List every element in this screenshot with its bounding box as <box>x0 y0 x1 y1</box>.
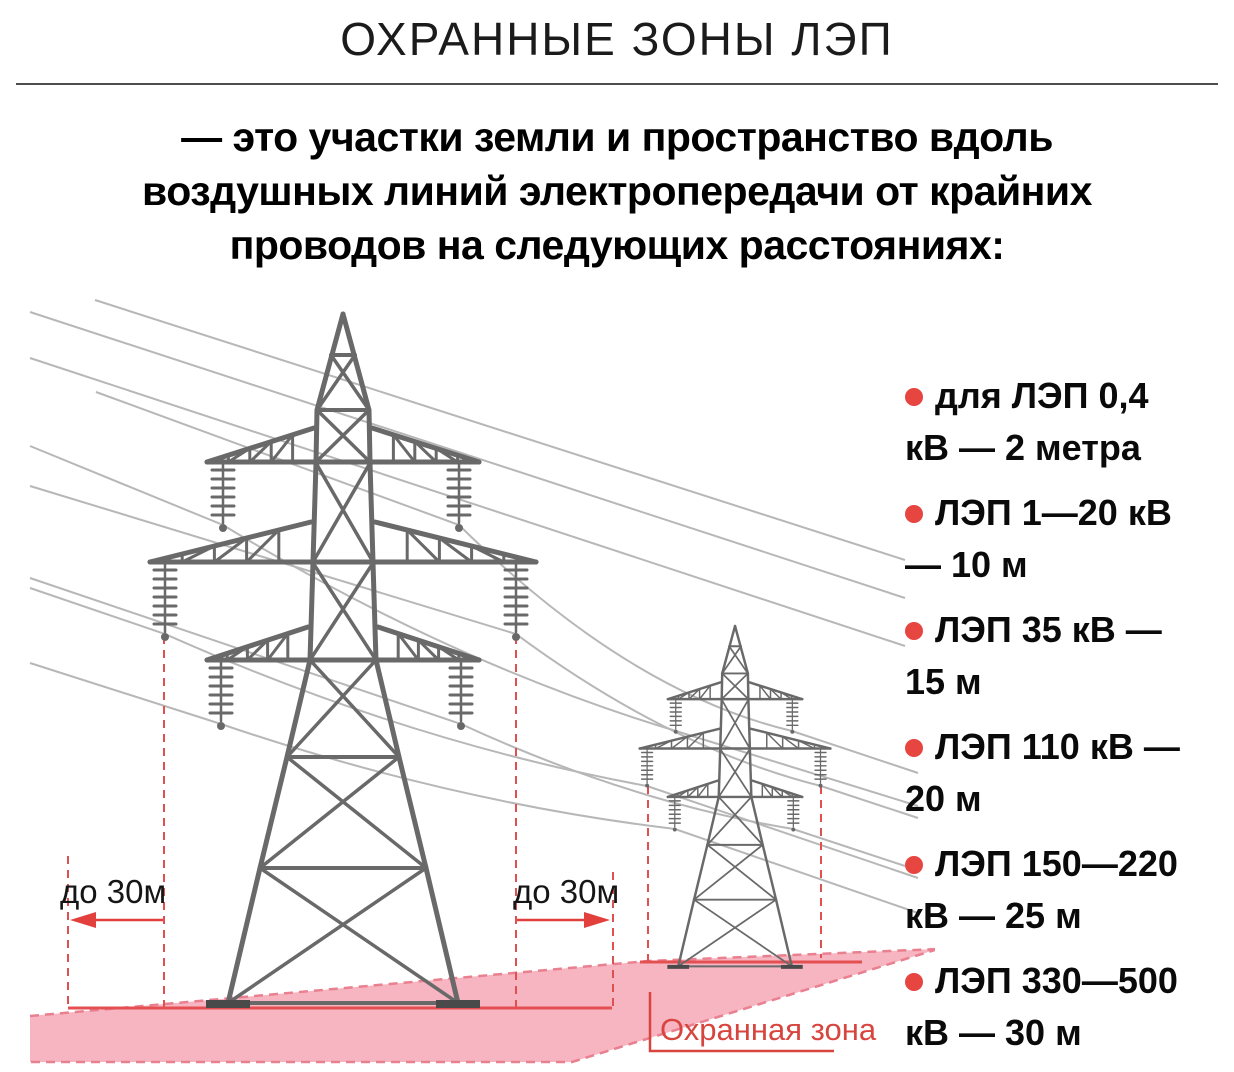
distance-item: ЛЭП 110 кВ — 20 м <box>905 721 1227 825</box>
bullet-dot-icon <box>905 856 923 874</box>
bullet-dot-icon <box>905 388 923 406</box>
distance-item-text: ЛЭП 35 кВ — 15 м <box>905 609 1162 702</box>
distance-item: ЛЭП 150—220 кВ — 25 м <box>905 838 1227 942</box>
distance-list: для ЛЭП 0,4 кВ — 2 метра ЛЭП 1—20 кВ — 1… <box>905 370 1227 1072</box>
dimension-arrow-right-icon <box>517 912 610 928</box>
bullet-dot-icon <box>905 739 923 757</box>
bullet-dot-icon <box>905 973 923 991</box>
dimension-label-right: до 30м <box>513 873 619 911</box>
intro-text: — это участки земли и пространство вдоль… <box>0 110 1234 272</box>
protection-zone-label: Охранная зона <box>660 1012 876 1048</box>
title-divider <box>16 83 1218 85</box>
transmission-tower-small-icon <box>640 626 831 969</box>
distance-item-text: ЛЭП 110 кВ — 20 м <box>905 726 1180 819</box>
page-title: ОХРАННЫЕ ЗОНЫ ЛЭП <box>0 12 1234 66</box>
distance-item-text: ЛЭП 1—20 кВ — 10 м <box>905 492 1172 585</box>
distance-item: для ЛЭП 0,4 кВ — 2 метра <box>905 370 1227 474</box>
distance-item: ЛЭП 35 кВ — 15 м <box>905 604 1227 708</box>
distance-item: ЛЭП 330—500 кВ — 30 м <box>905 955 1227 1059</box>
distance-item-text: ЛЭП 150—220 кВ — 25 м <box>905 843 1178 936</box>
power-line-protection-zone-diagram <box>0 290 935 1069</box>
bullet-dot-icon <box>905 505 923 523</box>
distance-item: ЛЭП 1—20 кВ — 10 м <box>905 487 1227 591</box>
distance-item-text: ЛЭП 330—500 кВ — 30 м <box>905 960 1178 1053</box>
distance-item-text: для ЛЭП 0,4 кВ — 2 метра <box>905 375 1149 468</box>
bullet-dot-icon <box>905 622 923 640</box>
transmission-tower-icon <box>150 314 536 1008</box>
dimension-label-left: до 30м <box>60 873 166 911</box>
dimension-arrow-left-icon <box>70 912 163 928</box>
